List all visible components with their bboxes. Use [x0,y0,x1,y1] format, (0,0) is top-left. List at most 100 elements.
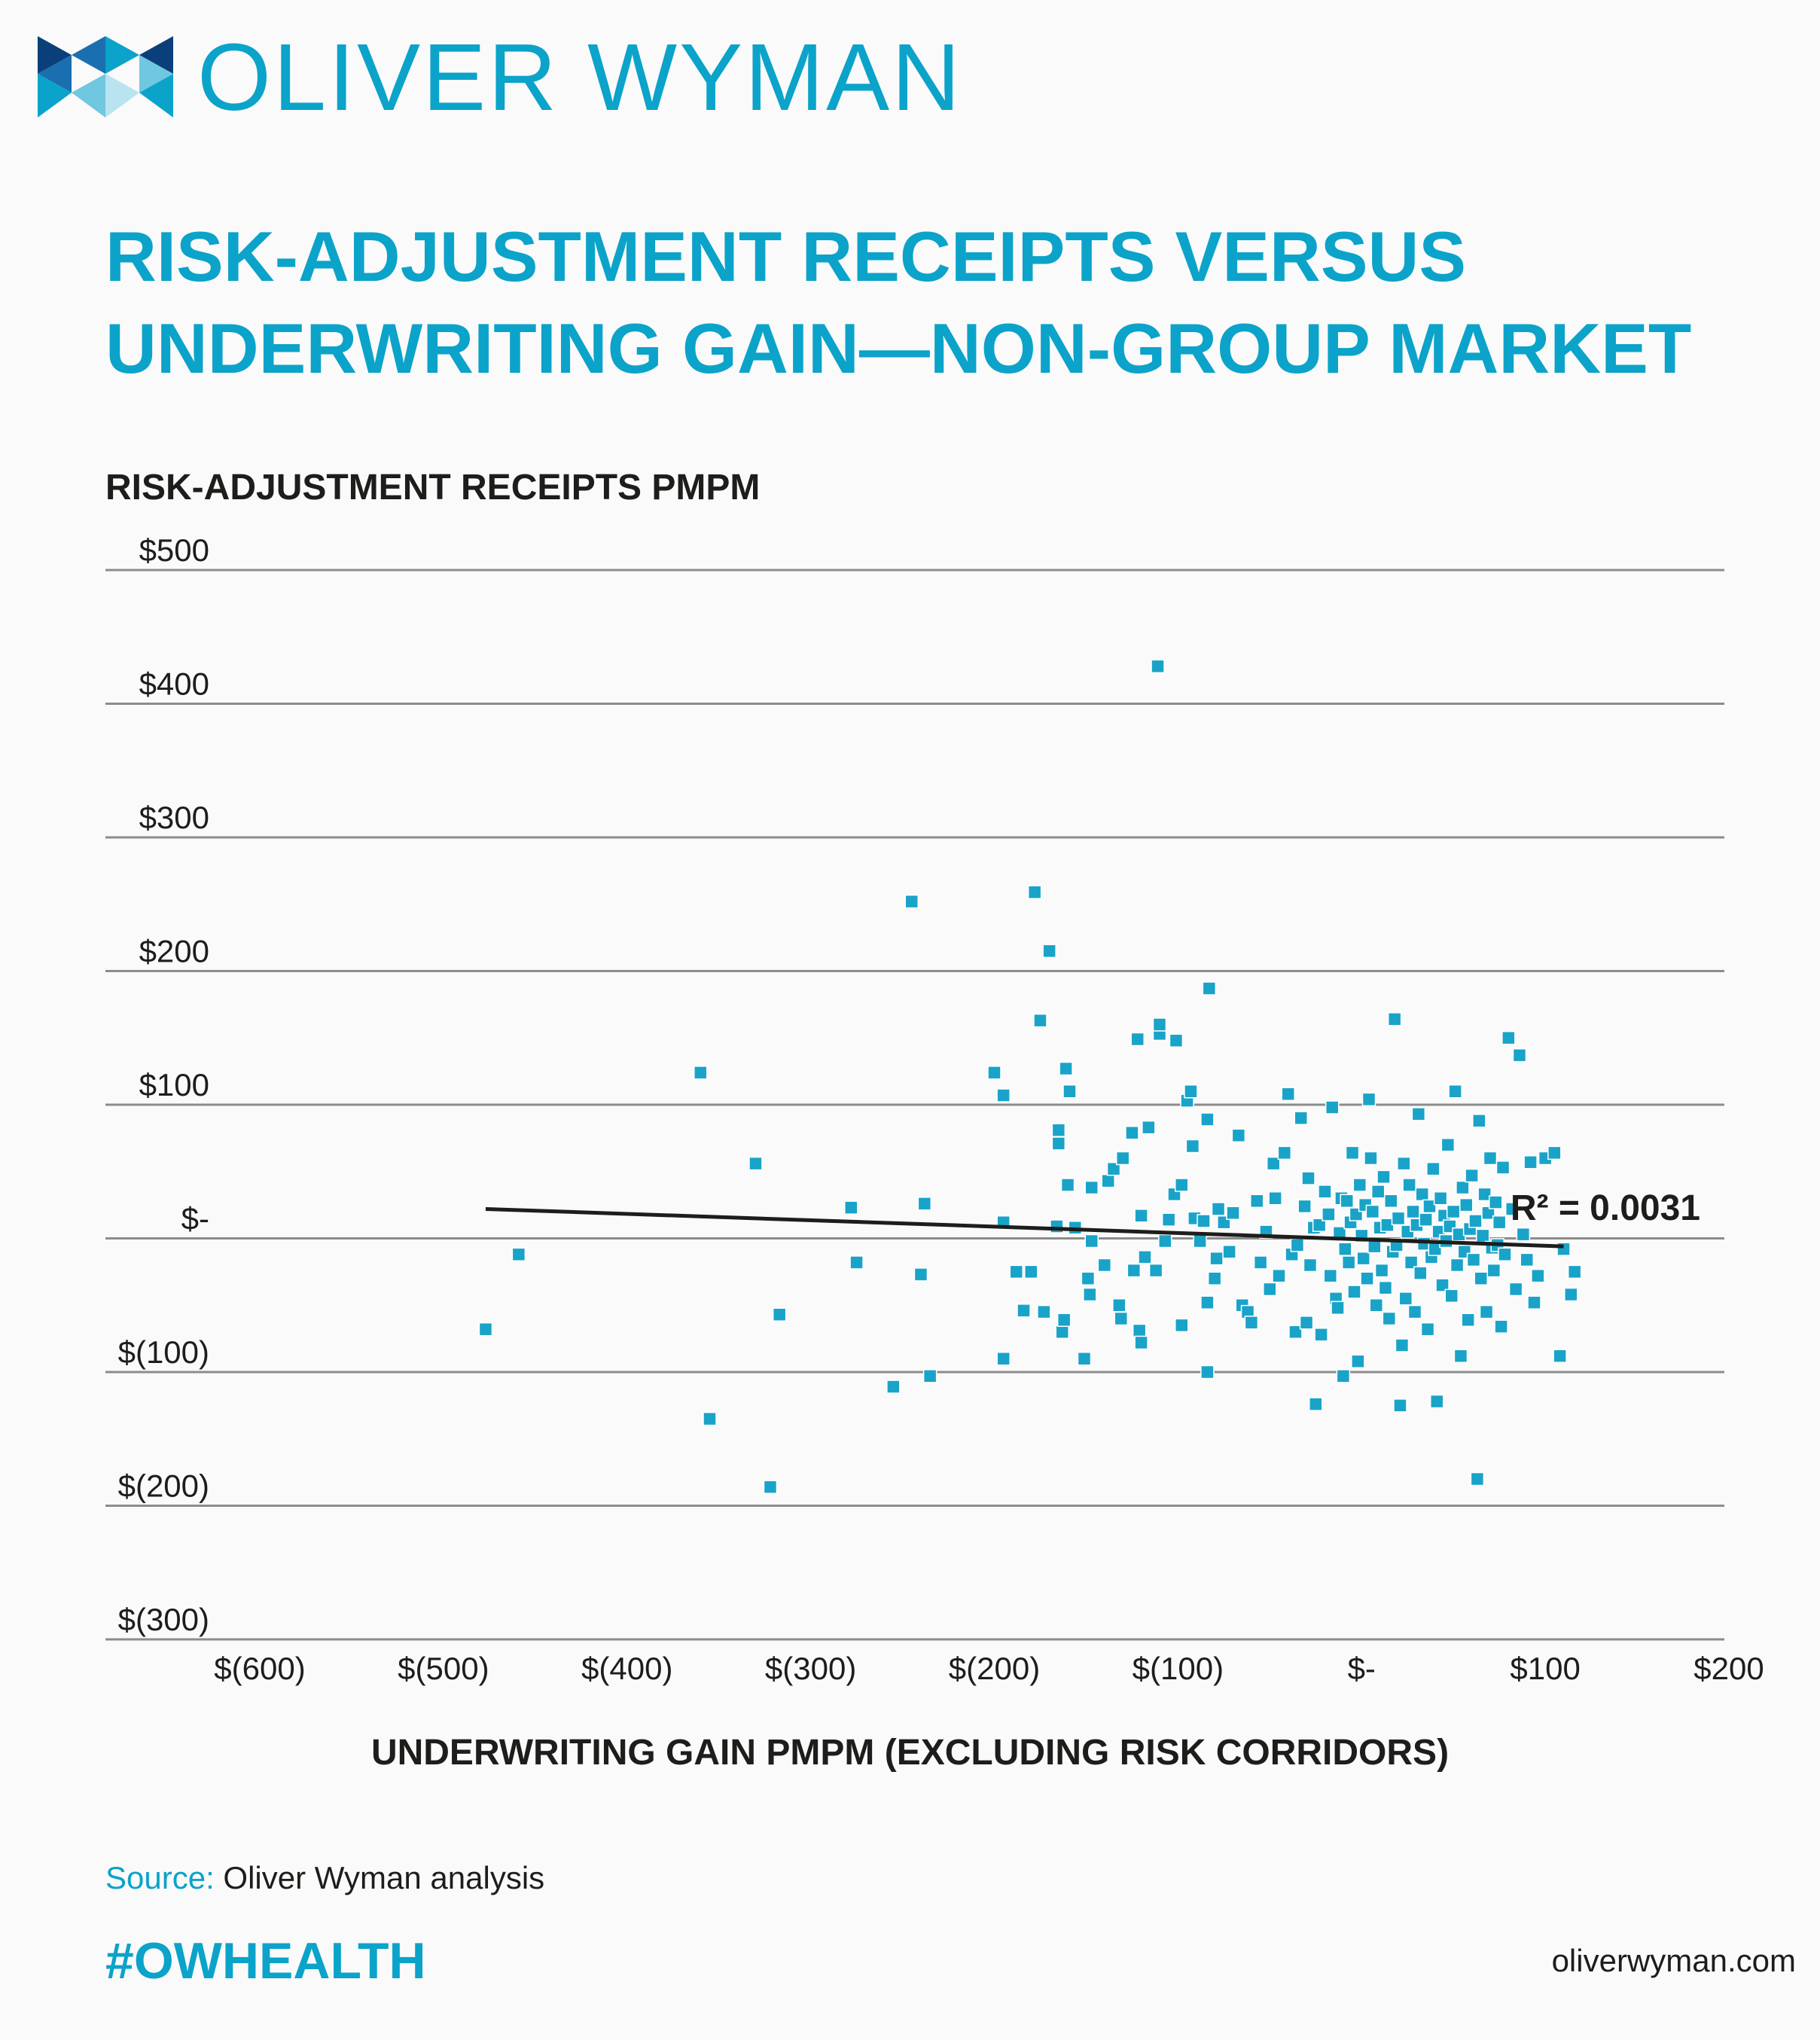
data-point [1520,1252,1534,1267]
data-point [1450,1258,1465,1273]
trend-line [485,1206,1564,1249]
data-point [1142,1120,1156,1135]
data-point [844,1200,858,1215]
y-tick-label: $300 [139,800,209,835]
data-point [1084,1180,1099,1195]
data-point [1027,885,1042,900]
data-point [1553,1349,1567,1363]
data-point [748,1156,763,1171]
data-point [1340,1194,1354,1209]
data-point [763,1480,778,1494]
data-point [1322,1207,1336,1221]
data-point [1347,1285,1361,1299]
data-point [1114,1311,1129,1326]
data-point [1297,1199,1312,1214]
data-point [1516,1227,1531,1242]
data-point [1222,1245,1236,1259]
data-point [1369,1298,1384,1313]
data-point [1062,1084,1077,1099]
data-point [1175,1178,1189,1192]
x-tick-label: $200 [1693,1651,1764,1686]
data-point [922,1369,937,1383]
data-point [1474,1271,1489,1285]
data-point [1459,1197,1474,1212]
data-point [1197,1214,1211,1228]
data-point [1084,1233,1099,1249]
data-point [1479,1304,1494,1319]
data-point [1397,1156,1411,1171]
data-point [1382,1311,1397,1326]
data-point [1303,1258,1318,1273]
data-point [1138,1250,1152,1264]
data-point [1009,1264,1024,1279]
data-point [1244,1316,1259,1330]
hashtag: #OWHEALTH [105,1932,426,1990]
website-link[interactable]: oliverwyman.com [1551,1943,1796,1978]
data-point [1132,1323,1147,1338]
data-point [1024,1264,1038,1279]
data-point [1134,1335,1148,1350]
data-point [849,1255,864,1270]
x-tick-label: $(200) [949,1651,1040,1686]
data-point [1395,1338,1410,1352]
data-point [1376,1169,1391,1185]
data-point [1352,1178,1367,1192]
data-point [987,1066,1001,1080]
data-point [1477,1187,1492,1202]
data-point [1193,1233,1207,1249]
data-point [1231,1128,1246,1143]
data-point [1175,1318,1189,1333]
data-point [1148,1263,1163,1278]
data-point [1406,1204,1420,1219]
data-point [996,1352,1011,1366]
data-point [1051,1123,1066,1137]
data-point [1263,1282,1277,1297]
data-point [1112,1298,1126,1313]
data-point [1415,1187,1429,1202]
data-point [1037,1304,1051,1319]
data-point [694,1066,708,1080]
data-point [1429,1394,1444,1409]
data-point [1453,1349,1468,1363]
data-point [1341,1255,1356,1270]
data-point [1361,1092,1376,1107]
data-point [1126,1263,1142,1278]
data-point [1299,1316,1314,1330]
data-point [1249,1194,1264,1209]
data-point [1161,1212,1176,1227]
data-point [1567,1264,1582,1279]
data-point [1301,1171,1315,1185]
data-point [1281,1087,1295,1102]
data-point [1336,1369,1351,1383]
data-point [1130,1032,1145,1047]
data-point [1360,1271,1374,1285]
chart-title: RISK-ADJUSTMENT RECEIPTS VERSUS UNDERWRI… [105,211,1762,395]
data-point [1465,1168,1479,1183]
data-point [1391,1211,1406,1226]
data-point [1209,1251,1224,1266]
data-point [1393,1398,1407,1413]
data-point [1492,1215,1507,1230]
data-point [1547,1145,1562,1160]
data-point [1475,1228,1490,1243]
y-axis-title: RISK-ADJUSTMENT RECEIPTS PMPM [105,468,761,508]
data-point [1185,1139,1200,1154]
data-point [1374,1263,1389,1278]
x-tick-label: $(400) [581,1651,672,1686]
data-point [1056,1313,1072,1328]
data-point [1277,1145,1292,1160]
data-point [1468,1214,1483,1228]
y-tick-label: $(100) [118,1334,209,1370]
data-point [1419,1212,1433,1227]
data-point [1351,1354,1365,1369]
data-point [1200,1295,1215,1310]
data-point [1411,1107,1426,1121]
data-point [1325,1100,1340,1115]
data-point [1420,1322,1435,1337]
data-point [904,894,919,909]
data-point [1494,1319,1508,1334]
x-tick-label: $- [1348,1651,1376,1686]
data-point [478,1322,493,1337]
data-point [1294,1111,1309,1125]
data-point [1033,1013,1047,1028]
